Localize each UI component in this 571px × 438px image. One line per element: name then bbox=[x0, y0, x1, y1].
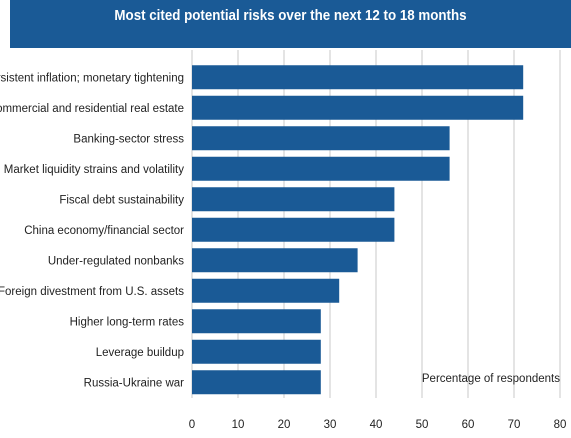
category-label: Market liquidity strains and volatility bbox=[4, 164, 184, 176]
bar bbox=[192, 95, 524, 120]
x-tick-labels: 0 10 20 30 40 50 60 70 80 bbox=[189, 419, 567, 431]
chart-title-bar: Most cited potential risks over the next… bbox=[10, 0, 571, 48]
x-axis-title: Percentage of respondents bbox=[422, 373, 560, 385]
category-label: Foreign divestment from U.S. assets bbox=[0, 286, 184, 298]
bar bbox=[192, 217, 395, 242]
chart-title: Most cited potential risks over the next… bbox=[114, 8, 467, 24]
x-tick-label: 30 bbox=[324, 419, 337, 431]
x-tick-label: 50 bbox=[416, 419, 429, 431]
x-tick-label: 40 bbox=[370, 419, 383, 431]
category-label: Banking-sector stress bbox=[73, 133, 184, 145]
x-tick-label: 0 bbox=[189, 419, 195, 431]
category-labels: Persistent inflation; monetary tightenin… bbox=[0, 72, 184, 389]
category-label: Commercial and residential real estate bbox=[0, 103, 184, 115]
category-label: Higher long-term rates bbox=[70, 316, 185, 328]
category-label: China economy/financial sector bbox=[24, 225, 184, 237]
x-tick-label: 70 bbox=[508, 419, 521, 431]
bar bbox=[192, 126, 450, 151]
category-label: Russia-Ukraine war bbox=[84, 377, 185, 389]
bar bbox=[192, 187, 395, 212]
bar bbox=[192, 370, 321, 395]
category-label: Persistent inflation; monetary tightenin… bbox=[0, 72, 184, 84]
bar bbox=[192, 278, 340, 303]
x-tick-label: 20 bbox=[278, 419, 291, 431]
category-label: Under-regulated nonbanks bbox=[48, 255, 184, 267]
bar bbox=[192, 248, 358, 273]
x-tick-label: 80 bbox=[554, 419, 567, 431]
category-label: Leverage buildup bbox=[96, 347, 184, 359]
bar bbox=[192, 339, 321, 364]
bars bbox=[192, 65, 524, 395]
x-tick-label: 10 bbox=[232, 419, 245, 431]
bar bbox=[192, 65, 524, 90]
x-tick-label: 60 bbox=[462, 419, 475, 431]
bar bbox=[192, 156, 450, 181]
bar bbox=[192, 309, 321, 334]
category-label: Fiscal debt sustainability bbox=[59, 194, 184, 206]
